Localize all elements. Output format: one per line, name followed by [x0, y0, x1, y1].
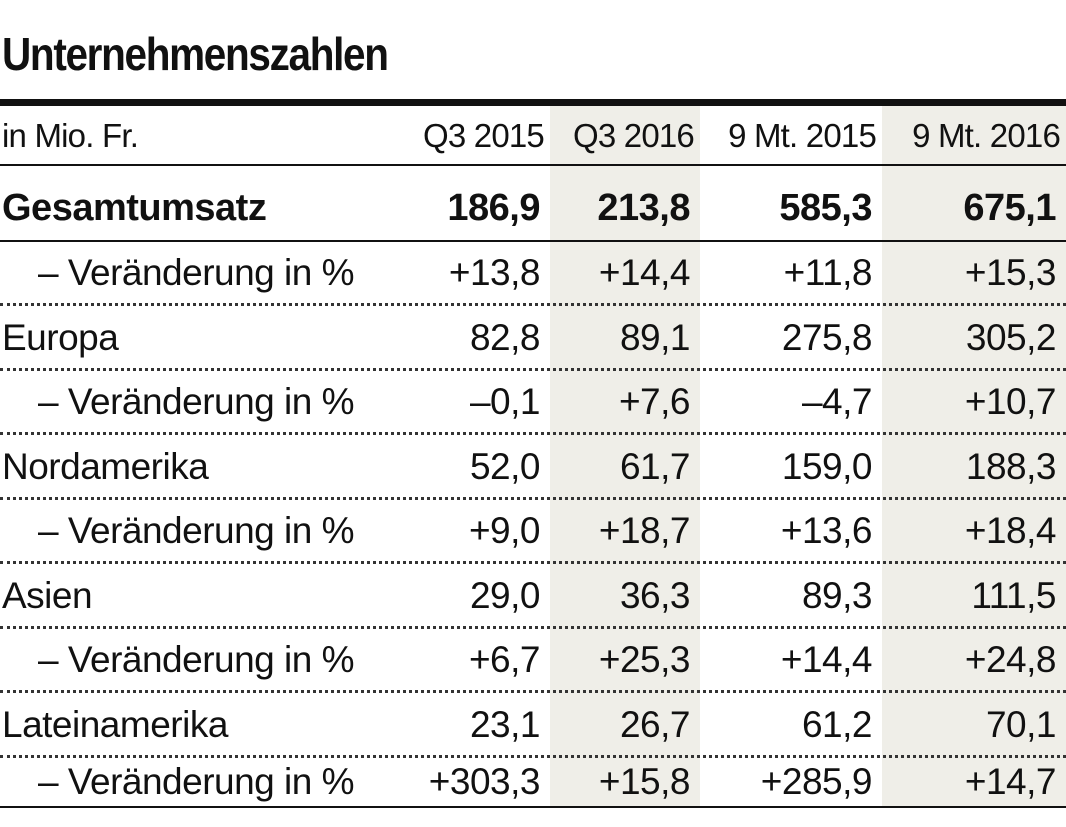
- row-divider: [0, 755, 1066, 758]
- table-cell: 61,7: [619, 446, 691, 487]
- table-row: – Veränderung in % –0,1 +7,6 –4,7 +10,7: [0, 372, 1066, 432]
- table-cell: 23,1: [469, 704, 541, 745]
- table-cell: 82,8: [469, 317, 541, 358]
- table-cell: 111,5: [971, 575, 1056, 616]
- table-cell: 305,2: [965, 317, 1057, 358]
- row-label: Gesamtumsatz: [2, 186, 267, 229]
- page-title: Unternehmenszahlen: [2, 28, 389, 80]
- table-cell: +14,4: [598, 252, 691, 293]
- table-cell: +15,3: [964, 252, 1057, 293]
- table-cell: 188,3: [965, 446, 1057, 487]
- row-divider: [0, 432, 1066, 435]
- table-row: – Veränderung in % +9,0 +18,7 +13,6 +18,…: [0, 501, 1066, 561]
- table-cell: +25,3: [598, 639, 691, 680]
- table-cell: +303,3: [428, 761, 541, 802]
- row-divider: [0, 368, 1066, 371]
- table-row: Asien 29,0 36,3 89,3 111,5: [0, 565, 1066, 627]
- row-label: Asien: [2, 575, 93, 616]
- table-row: – Veränderung in % +6,7 +25,3 +14,4 +24,…: [0, 630, 1066, 690]
- column-shade-q3-2016: [550, 106, 700, 806]
- row-divider: [0, 497, 1066, 500]
- unit-label: in Mio. Fr.: [2, 117, 139, 154]
- row-divider: [0, 626, 1066, 629]
- table-cell: +10,7: [964, 381, 1057, 422]
- table-cell: 52,0: [469, 446, 541, 487]
- row-label: – Veränderung in %: [38, 510, 355, 551]
- table-row: – Veränderung in % +303,3 +15,8 +285,9 +…: [0, 759, 1066, 805]
- table-cell: 213,8: [597, 186, 690, 229]
- row-label: Europa: [2, 317, 119, 358]
- row-label: – Veränderung in %: [38, 761, 355, 802]
- table-cell: +13,8: [448, 252, 541, 293]
- table-row: Lateinamerika 23,1 26,7 61,2 70,1: [0, 694, 1066, 756]
- table-cell: +13,6: [780, 510, 873, 551]
- table-cell: +9,0: [468, 510, 541, 551]
- table-row-total: Gesamtumsatz 186,9 213,8 585,3 675,1: [0, 176, 1066, 240]
- table-cell: 61,2: [801, 704, 873, 745]
- column-header: 9 Mt. 2016: [912, 117, 1061, 154]
- table-cell: +6,7: [468, 639, 541, 680]
- table-cell: +285,9: [760, 761, 873, 802]
- table-cell: 26,7: [619, 704, 691, 745]
- table-row: Europa 82,8 89,1 275,8 305,2: [0, 307, 1066, 369]
- table-cell: +14,4: [780, 639, 873, 680]
- table-cell: 89,3: [801, 575, 873, 616]
- table-cell: 70,1: [985, 704, 1057, 745]
- title-rule: [0, 99, 1066, 106]
- column-shade-9mt-2016: [882, 106, 1066, 806]
- table-cell: 186,9: [447, 186, 540, 229]
- table-cell: +7,6: [618, 381, 691, 422]
- row-label: – Veränderung in %: [38, 381, 355, 422]
- row-divider: [0, 690, 1066, 693]
- table-row: Nordamerika 52,0 61,7 159,0 188,3: [0, 436, 1066, 498]
- table-cell: +24,8: [964, 639, 1057, 680]
- table-cell: 675,1: [963, 186, 1056, 229]
- table-cell: +14,7: [964, 761, 1057, 802]
- table-cell: 159,0: [781, 446, 873, 487]
- table-header: in Mio. Fr. Q3 2015 Q3 2016 9 Mt. 2015 9…: [0, 108, 1066, 164]
- column-header: Q3 2016: [572, 117, 695, 154]
- table-cell: 89,1: [619, 317, 691, 358]
- table-cell: +11,8: [783, 252, 873, 293]
- table-cell: +15,8: [598, 761, 691, 802]
- row-divider: [0, 303, 1066, 306]
- table-cell: 29,0: [469, 575, 541, 616]
- table-cell: +18,7: [598, 510, 691, 551]
- header-rule: [0, 164, 1066, 166]
- bottom-rule: [0, 806, 1066, 808]
- row-label: Nordamerika: [2, 446, 209, 487]
- column-header: Q3 2015: [422, 117, 545, 154]
- table-cell: –0,1: [469, 381, 541, 422]
- table-cell: +18,4: [964, 510, 1057, 551]
- column-header: 9 Mt. 2015: [728, 117, 877, 154]
- table-cell: 275,8: [781, 317, 873, 358]
- row-divider: [0, 561, 1066, 564]
- row-label: – Veränderung in %: [38, 639, 355, 680]
- row-label: – Veränderung in %: [38, 252, 355, 293]
- table-cell: 585,3: [779, 186, 872, 229]
- table-row: – Veränderung in % +13,8 +14,4 +11,8 +15…: [0, 243, 1066, 303]
- table-cell: –4,7: [801, 381, 873, 422]
- row-label: Lateinamerika: [2, 704, 228, 745]
- table-cell: 36,3: [619, 575, 691, 616]
- row-rule: [0, 240, 1066, 242]
